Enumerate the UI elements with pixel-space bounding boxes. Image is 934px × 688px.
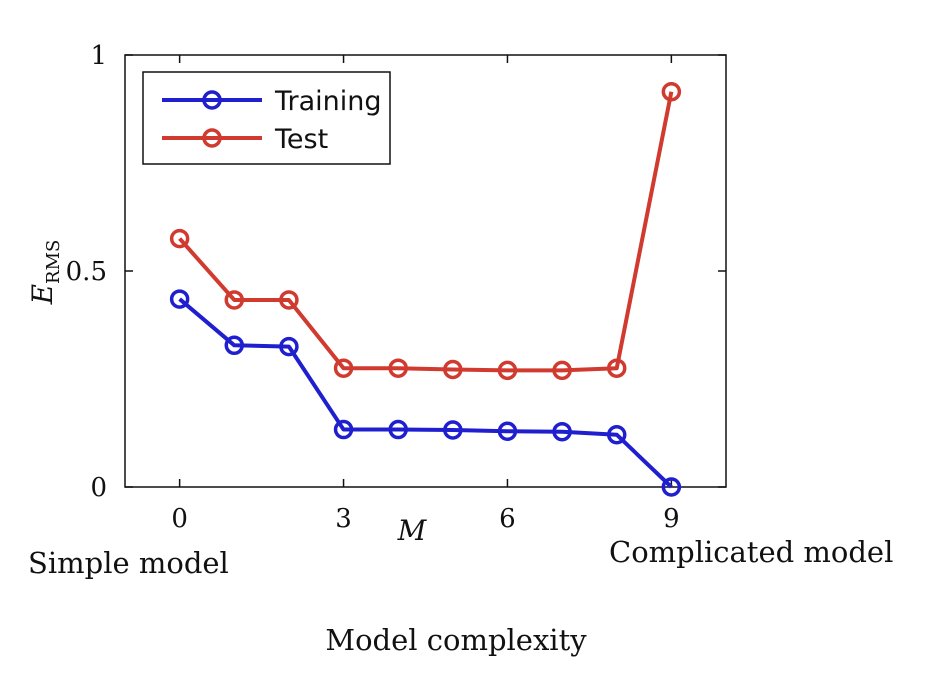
legend-label-training: Training <box>274 86 382 117</box>
data-point-training <box>388 419 408 440</box>
legend-marker-training <box>202 90 222 110</box>
data-point-test <box>169 228 190 249</box>
data-point-training <box>606 424 627 445</box>
y-axis-label-main: E <box>26 284 59 305</box>
annotation-model-complexity: Model complexity <box>325 623 587 657</box>
data-point-test <box>661 81 682 102</box>
x-tick-label: 3 <box>335 504 352 534</box>
data-point-training <box>497 421 518 442</box>
y-axis-label: ERMS <box>26 240 64 306</box>
data-point-test <box>388 358 408 378</box>
x-axis-label: M <box>397 514 428 547</box>
data-point-training <box>224 335 245 356</box>
data-point-training <box>552 421 572 442</box>
data-point-training <box>443 420 463 440</box>
annotation-simple-model: Simple model <box>28 546 229 580</box>
data-point-training <box>279 336 299 357</box>
series-layer <box>169 81 682 497</box>
data-point-training <box>333 419 354 440</box>
y-tick-label: 0.5 <box>66 257 107 287</box>
legend-marker-test <box>202 128 222 148</box>
annotation-complicated-model: Complicated model <box>609 535 893 569</box>
series-line-test <box>178 91 674 373</box>
data-point-test <box>333 358 354 378</box>
data-point-test <box>224 290 245 310</box>
data-point-test <box>443 359 463 380</box>
y-tick-label: 0 <box>90 473 107 503</box>
y-axis-label-sub: RMS <box>43 240 64 284</box>
data-point-test <box>497 360 518 381</box>
data-point-test <box>552 360 572 381</box>
series-line-training <box>178 297 673 489</box>
x-tick-label: 6 <box>499 504 516 534</box>
x-tick-label: 9 <box>663 504 680 534</box>
data-point-training <box>661 477 682 497</box>
legend-box <box>142 71 391 165</box>
data-point-test <box>606 358 627 378</box>
legend-label-test: Test <box>274 124 328 155</box>
data-point-test <box>279 290 299 310</box>
data-point-training <box>169 289 190 309</box>
x-tick-label: 0 <box>171 504 188 534</box>
y-tick-label: 1 <box>90 41 107 71</box>
legend: Training Test <box>142 71 391 165</box>
